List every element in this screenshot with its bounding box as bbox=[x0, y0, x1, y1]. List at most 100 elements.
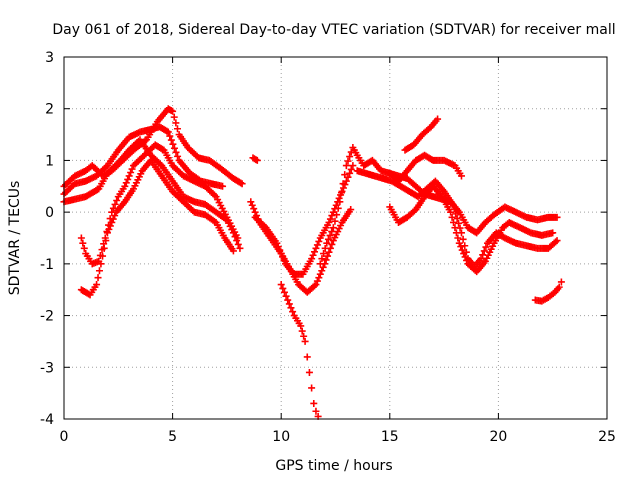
data-point bbox=[127, 168, 135, 176]
data-point bbox=[325, 248, 333, 256]
data-point bbox=[308, 255, 316, 263]
data-point bbox=[298, 327, 306, 335]
data-point bbox=[311, 282, 319, 290]
data-point bbox=[310, 399, 318, 407]
series-track-13 bbox=[386, 151, 465, 185]
data-point bbox=[234, 240, 242, 248]
data-point bbox=[108, 218, 116, 226]
data-point bbox=[455, 239, 463, 247]
y-tick-label: -2 bbox=[40, 309, 54, 325]
data-point bbox=[172, 119, 180, 127]
data-point bbox=[557, 278, 565, 286]
data-point bbox=[480, 247, 488, 255]
data-point bbox=[287, 304, 295, 312]
chart-title: Day 061 of 2018, Sidereal Day-to-day VTE… bbox=[52, 22, 615, 38]
data-point bbox=[347, 165, 355, 173]
data-point bbox=[106, 222, 114, 230]
data-point bbox=[312, 244, 320, 252]
data-point bbox=[172, 148, 180, 156]
data-point bbox=[324, 235, 332, 243]
data-point bbox=[303, 353, 311, 361]
data-point bbox=[336, 198, 344, 206]
data-point bbox=[125, 172, 133, 180]
x-tick-label: 0 bbox=[60, 429, 69, 445]
data-point bbox=[111, 212, 119, 220]
data-point bbox=[313, 241, 321, 249]
data-point bbox=[163, 127, 171, 135]
data-point bbox=[109, 215, 117, 223]
data-point bbox=[122, 179, 130, 187]
series-track-4 bbox=[77, 141, 242, 268]
data-point bbox=[312, 281, 320, 289]
data-points bbox=[60, 105, 565, 420]
data-point bbox=[320, 250, 328, 258]
data-point bbox=[318, 267, 326, 275]
x-tick-label: 20 bbox=[489, 429, 507, 445]
data-point bbox=[321, 244, 329, 252]
data-point bbox=[95, 267, 103, 275]
data-point bbox=[311, 248, 319, 256]
series-track-12 bbox=[386, 182, 557, 276]
data-point bbox=[277, 250, 285, 258]
plot-frame bbox=[63, 56, 608, 420]
series-track-5 bbox=[77, 156, 237, 299]
data-point bbox=[167, 106, 175, 114]
data-point bbox=[552, 238, 560, 246]
data-point bbox=[284, 296, 292, 304]
data-point bbox=[305, 368, 313, 376]
data-point bbox=[99, 252, 107, 260]
data-point bbox=[463, 256, 471, 264]
data-point bbox=[274, 243, 282, 251]
data-point bbox=[170, 113, 178, 121]
x-tick-label: 15 bbox=[381, 429, 399, 445]
data-point bbox=[219, 182, 227, 190]
data-point bbox=[458, 246, 466, 254]
data-point bbox=[80, 244, 88, 252]
axis-ticks: 0 5 10 15 20 25 -4 -3 -2 -1 0 1 2 3 bbox=[40, 50, 616, 445]
data-point bbox=[344, 157, 352, 165]
x-axis-label: GPS time / hours bbox=[275, 458, 392, 474]
series-track-11 bbox=[353, 167, 561, 270]
data-point bbox=[103, 229, 111, 237]
series-track-14 bbox=[401, 115, 442, 154]
series-track-15 bbox=[531, 278, 565, 305]
data-point bbox=[452, 210, 460, 218]
series-track-9 bbox=[277, 281, 322, 420]
data-point bbox=[324, 252, 332, 260]
x-tick-label: 25 bbox=[598, 429, 616, 445]
data-point bbox=[347, 206, 355, 214]
data-point bbox=[124, 175, 132, 183]
data-point bbox=[328, 212, 336, 220]
data-point bbox=[328, 228, 336, 236]
data-point bbox=[229, 247, 237, 255]
data-point bbox=[280, 288, 288, 296]
data-point bbox=[128, 165, 136, 173]
data-point bbox=[97, 260, 105, 268]
data-point bbox=[121, 182, 129, 190]
data-point bbox=[170, 144, 178, 152]
data-point bbox=[250, 205, 258, 213]
data-point bbox=[252, 156, 260, 164]
data-point bbox=[346, 169, 354, 177]
data-point bbox=[313, 277, 321, 285]
data-point bbox=[248, 201, 256, 209]
data-point bbox=[447, 208, 455, 216]
data-point bbox=[236, 244, 244, 252]
data-point bbox=[323, 239, 331, 247]
data-point bbox=[315, 237, 323, 245]
data-point bbox=[237, 179, 245, 187]
y-tick-label: 2 bbox=[45, 102, 54, 118]
data-point bbox=[460, 250, 468, 258]
data-point bbox=[247, 198, 255, 206]
data-point bbox=[339, 180, 347, 188]
data-point bbox=[461, 242, 469, 250]
y-tick-label: -3 bbox=[40, 360, 54, 376]
data-point bbox=[93, 281, 101, 289]
y-tick-label: 0 bbox=[45, 205, 54, 221]
x-tick-label: 10 bbox=[272, 429, 290, 445]
data-point bbox=[111, 200, 119, 208]
data-point bbox=[113, 197, 121, 205]
x-tick-label: 5 bbox=[168, 429, 177, 445]
data-point bbox=[461, 253, 469, 261]
